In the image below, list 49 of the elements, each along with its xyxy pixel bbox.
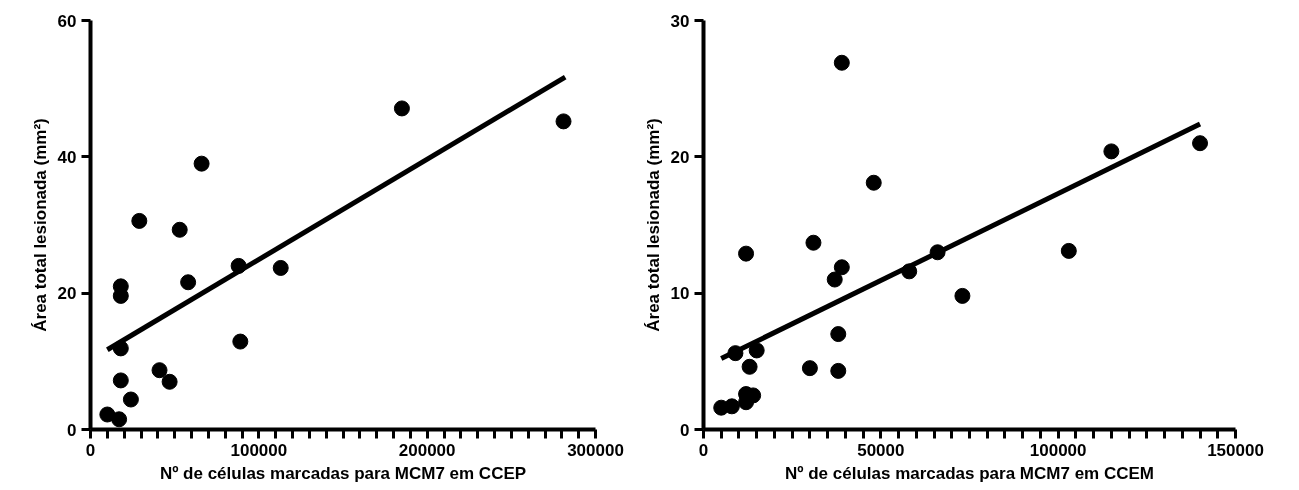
point <box>826 271 843 288</box>
point <box>723 398 740 415</box>
point <box>112 372 129 389</box>
point <box>741 358 758 375</box>
x-tick-label: 300000 <box>567 440 624 460</box>
point <box>122 391 139 408</box>
y-tick-label: 10 <box>670 284 690 304</box>
y-axis-title: Área total lesionada (mm²) <box>643 118 663 332</box>
point <box>801 360 818 377</box>
point <box>738 245 755 262</box>
point <box>1060 242 1077 259</box>
x-tick-label: 200000 <box>398 440 456 460</box>
x-tick-label: 50000 <box>857 440 905 460</box>
point <box>833 54 850 71</box>
point <box>180 274 197 291</box>
point <box>865 174 882 191</box>
point <box>131 212 148 229</box>
point <box>748 342 765 359</box>
point <box>1103 143 1120 160</box>
point <box>111 411 128 428</box>
x-tick-label: 150000 <box>1207 440 1264 460</box>
y-tick-label: 20 <box>57 284 77 304</box>
y-tick-label: 20 <box>670 147 690 167</box>
point <box>555 113 572 130</box>
point <box>161 373 178 390</box>
point <box>151 362 168 379</box>
point <box>805 234 822 251</box>
x-tick-label: 100000 <box>230 440 288 460</box>
y-tick-label: 60 <box>57 11 77 31</box>
point <box>232 333 249 350</box>
x-tick-label: 0 <box>85 440 96 460</box>
point <box>954 287 971 304</box>
y-axis-title: Área total lesionada (mm²) <box>30 118 50 332</box>
y-tick-label: 0 <box>67 420 77 440</box>
point <box>171 221 188 238</box>
x-axis-title: Nº de células marcadas para MCM7 em CCEP <box>159 463 527 483</box>
x-axis-title: Nº de células marcadas para MCM7 em CCEM <box>784 463 1155 483</box>
point <box>1192 135 1209 152</box>
point <box>830 362 847 379</box>
y-tick-label: 30 <box>670 11 690 31</box>
y-tick-label: 40 <box>57 147 77 167</box>
point <box>830 326 847 343</box>
point <box>833 259 850 276</box>
point <box>393 100 410 117</box>
point <box>272 259 289 276</box>
y-tick-label: 0 <box>680 420 690 440</box>
point <box>193 155 210 172</box>
x-tick-label: 0 <box>698 440 709 460</box>
x-tick-label: 100000 <box>1029 440 1087 460</box>
